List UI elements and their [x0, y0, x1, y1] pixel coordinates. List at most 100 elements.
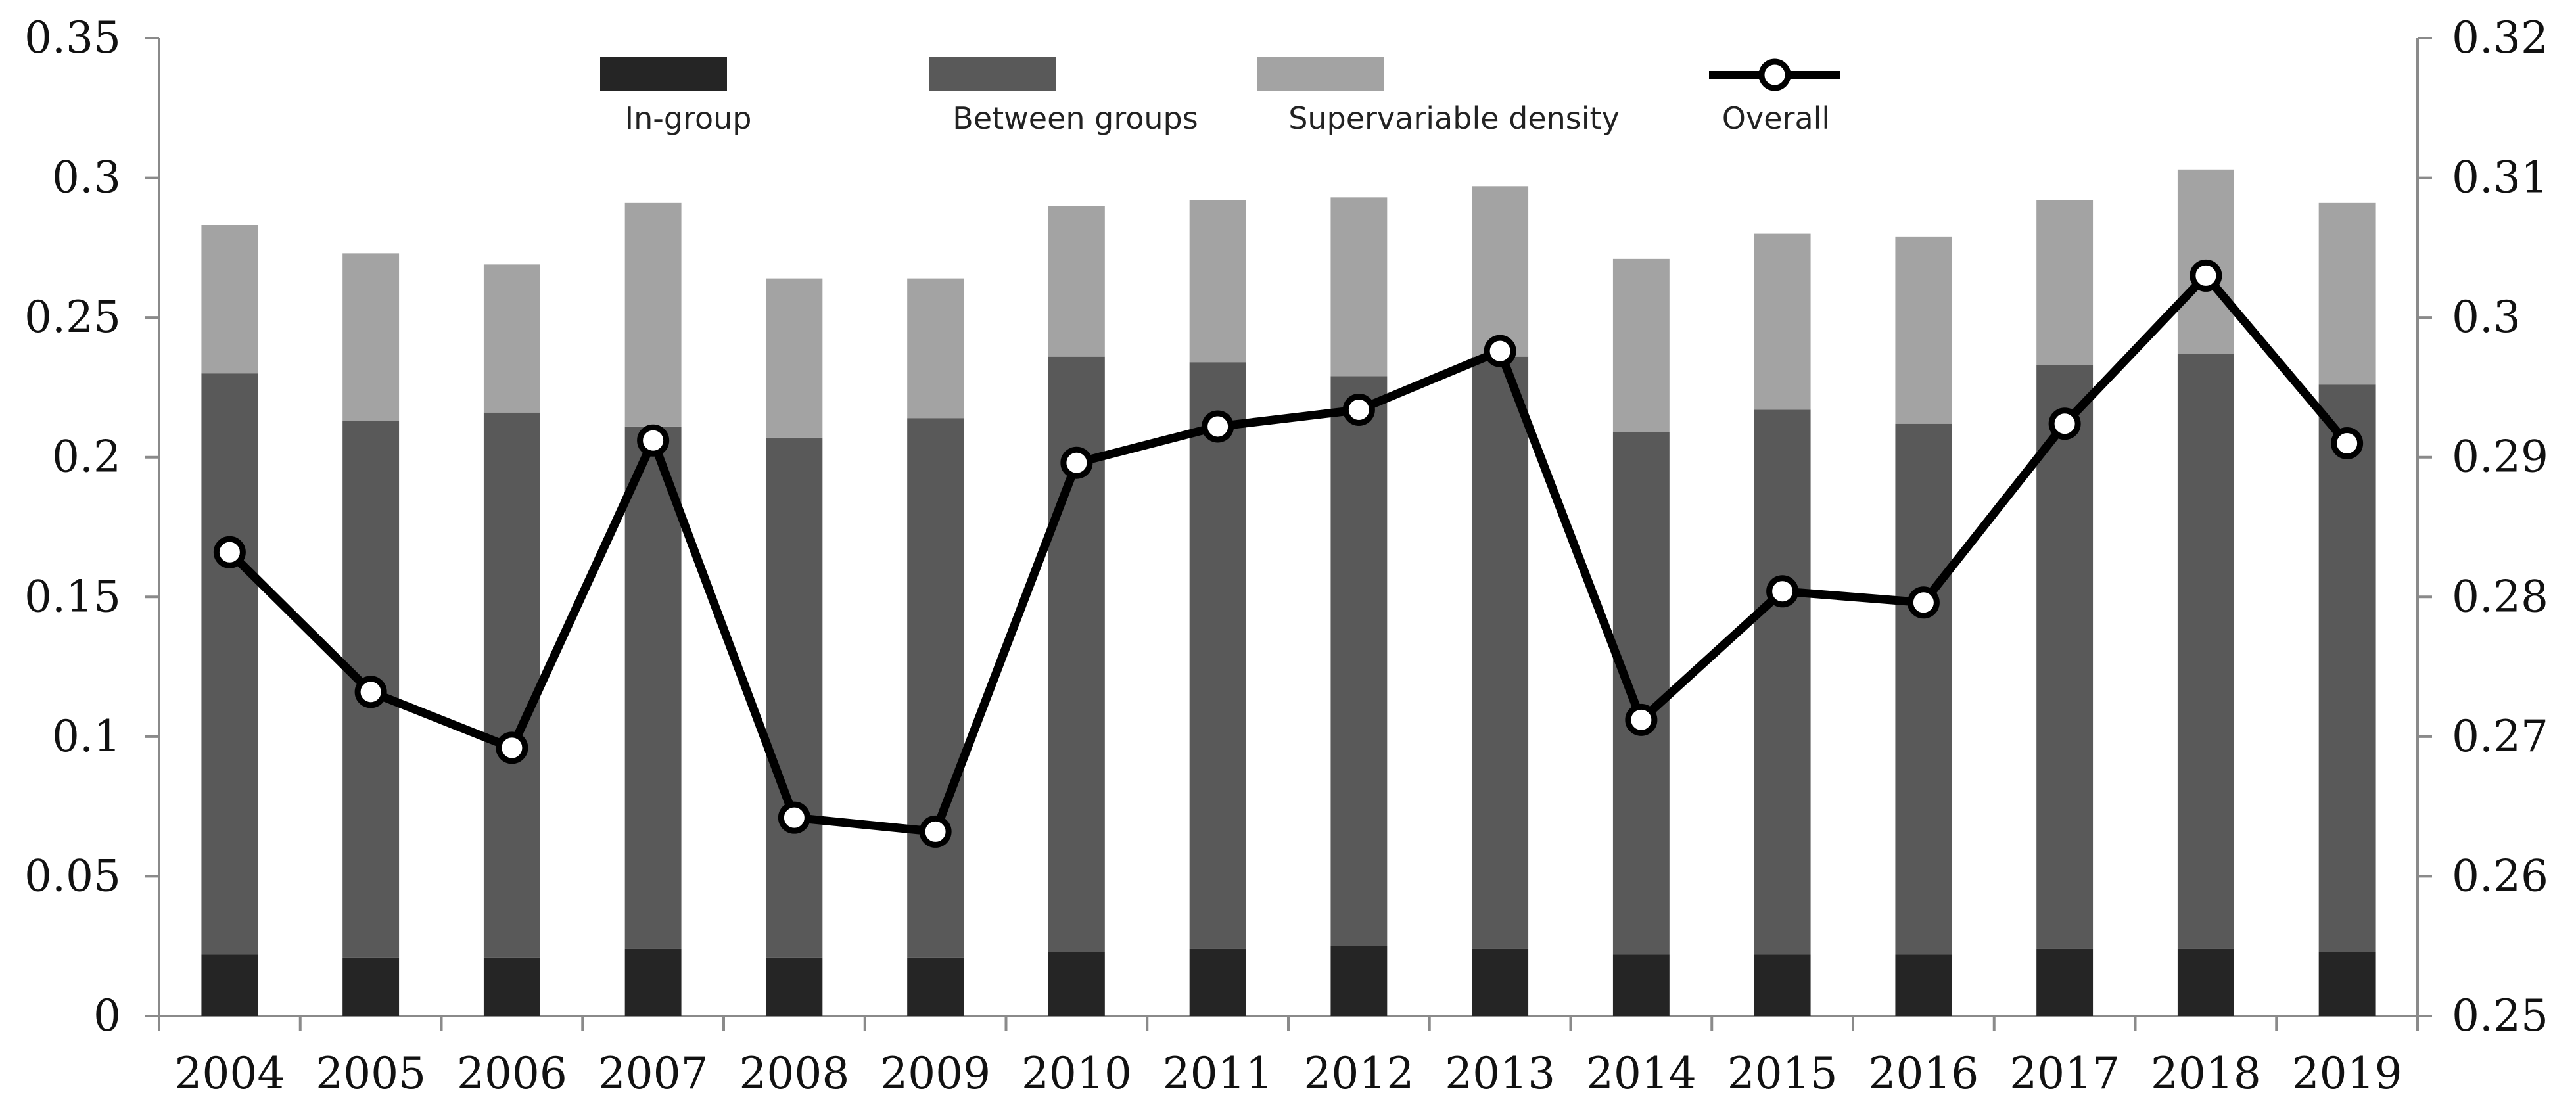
bar-between-groups-2006 [483, 412, 540, 958]
bar-in-group-2015 [1754, 954, 1811, 1016]
bar-between-groups-2007 [624, 426, 682, 949]
bar-between-groups-2015 [1754, 409, 1811, 955]
legend-label-in-group: In-group [625, 101, 752, 136]
bar-supervariable-density-2004 [201, 225, 258, 374]
overall-point-2008 [778, 801, 810, 834]
left-tick-label: 0.1 [52, 711, 121, 762]
bar-in-group-2014 [1612, 954, 1670, 1016]
x-tick-label: 2015 [1727, 1048, 1838, 1099]
x-tick-label: 2011 [1163, 1048, 1273, 1099]
bar-in-group-2008 [766, 957, 823, 1016]
bar-supervariable-density-2015 [1754, 233, 1811, 410]
bar-between-groups-2019 [2318, 384, 2376, 952]
legend-swatch-supervariable-density [1257, 57, 1384, 91]
right-tick-label: 0.26 [2452, 850, 2548, 901]
left-tick-label: 0.3 [52, 152, 121, 203]
overall-point-2018 [2190, 259, 2222, 292]
bar-supervariable-density-2011 [1189, 200, 1246, 363]
overall-point-2016 [1907, 586, 1940, 619]
left-tick-label: 0.25 [24, 292, 121, 342]
bar-supervariable-density-2017 [2036, 200, 2094, 365]
bar-supervariable-density-2007 [624, 202, 682, 427]
bar-in-group-2018 [2177, 948, 2234, 1016]
bar-between-groups-2011 [1189, 362, 1246, 949]
x-tick-label: 2019 [2292, 1048, 2402, 1099]
overall-point-2011 [1202, 410, 1234, 443]
legend: In-group Between groups Supervariable dens… [600, 57, 1840, 136]
right-tick-label: 0.27 [2452, 711, 2548, 762]
bar-supervariable-density-2014 [1612, 258, 1670, 432]
x-tick-label: 2017 [2009, 1048, 2120, 1099]
right-tick-label: 0.25 [2452, 990, 2548, 1041]
bar-between-groups-2008 [766, 437, 823, 958]
bar-in-group-2009 [907, 957, 964, 1016]
x-tick-label: 2010 [1021, 1048, 1132, 1099]
overall-point-2007 [637, 424, 670, 457]
overall-point-2015 [1766, 575, 1799, 608]
overall-point-2017 [2048, 407, 2081, 440]
x-tick-label: 2005 [316, 1048, 426, 1099]
bar-between-groups-2010 [1048, 356, 1105, 952]
bar-in-group-2004 [201, 954, 258, 1016]
bar-supervariable-density-2012 [1330, 197, 1388, 377]
overall-line-layer [213, 259, 2364, 848]
bar-between-groups-2009 [907, 418, 964, 958]
bar-in-group-2016 [1895, 954, 1952, 1016]
right-tick-label: 0.32 [2452, 12, 2548, 63]
legend-swatch-between-groups [929, 57, 1056, 91]
x-tick-label: 2014 [1586, 1048, 1697, 1099]
bar-supervariable-density-2009 [907, 278, 964, 419]
right-tick-label: 0.29 [2452, 432, 2548, 482]
bar-in-group-2017 [2036, 948, 2094, 1016]
bar-between-groups-2004 [201, 373, 258, 955]
legend-label-between-groups: Between groups [952, 101, 1198, 136]
bar-in-group-2019 [2318, 952, 2376, 1016]
bar-between-groups-2013 [1472, 356, 1529, 949]
bar-between-groups-2018 [2177, 354, 2234, 949]
x-tick-label: 2018 [2151, 1048, 2261, 1099]
left-tick-label: 0.35 [24, 12, 121, 63]
legend-label-overall: Overall [1722, 101, 1830, 136]
legend-label-supervariable-density: Supervariable density [1288, 101, 1620, 136]
bar-between-groups-2014 [1612, 432, 1670, 955]
overall-point-2004 [213, 536, 246, 568]
x-tick-label: 2006 [457, 1048, 567, 1099]
left-tick-label: 0.15 [24, 571, 121, 622]
right-tick-label: 0.28 [2452, 571, 2548, 622]
bar-in-group-2006 [483, 957, 540, 1016]
overall-line [226, 271, 2351, 836]
bar-supervariable-density-2019 [2318, 202, 2376, 385]
bar-supervariable-density-2010 [1048, 206, 1105, 357]
overall-point-2012 [1342, 393, 1375, 426]
bar-supervariable-density-2008 [766, 278, 823, 438]
right-tick-label: 0.31 [2452, 152, 2548, 203]
x-tick-label: 2008 [739, 1048, 849, 1099]
overall-point-2010 [1060, 446, 1093, 479]
left-tick-label: 0.05 [24, 850, 121, 901]
x-tick-label: 2016 [1868, 1048, 1979, 1099]
overall-point-2014 [1625, 703, 1658, 736]
bar-between-groups-2012 [1330, 376, 1388, 946]
x-tick-label: 2013 [1445, 1048, 1555, 1099]
x-tick-label: 2009 [880, 1048, 991, 1099]
bar-between-groups-2017 [2036, 365, 2094, 949]
bar-in-group-2011 [1189, 948, 1246, 1016]
overall-point-2006 [496, 731, 528, 764]
x-tick-label: 2012 [1303, 1048, 1414, 1099]
overall-point-2013 [1484, 335, 1516, 367]
left-tick-label: 0 [93, 990, 121, 1041]
bar-in-group-2013 [1472, 948, 1529, 1016]
bar-in-group-2010 [1048, 952, 1105, 1016]
bar-between-groups-2016 [1895, 423, 1952, 955]
overall-point-2019 [2331, 427, 2364, 459]
legend-swatch-marker-overall [1758, 58, 1791, 91]
x-tick-label: 2007 [598, 1048, 709, 1099]
bars-layer [201, 169, 2376, 1016]
bar-supervariable-density-2016 [1895, 236, 1952, 424]
bar-in-group-2005 [342, 957, 400, 1016]
overall-point-2005 [354, 676, 387, 708]
x-tick-label: 2004 [174, 1048, 285, 1099]
overall-point-2009 [919, 815, 952, 848]
